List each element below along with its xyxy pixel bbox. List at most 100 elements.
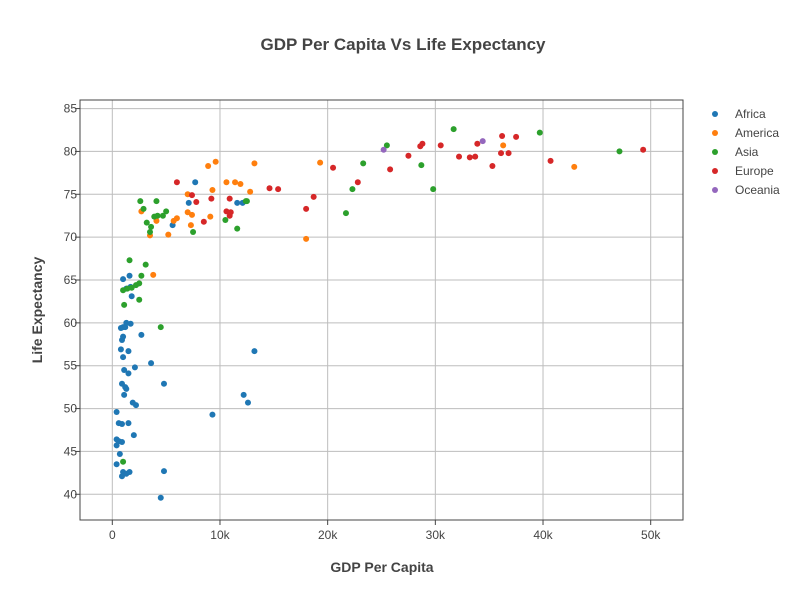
plot-area-frame xyxy=(79,99,684,521)
point-asia xyxy=(157,324,164,331)
point-asia xyxy=(190,229,197,235)
point-asia xyxy=(222,217,229,223)
point-america xyxy=(165,231,172,238)
y-axis-title: Life Expectancy xyxy=(29,256,45,363)
y-tick-label: 75 xyxy=(64,187,78,201)
point-europe xyxy=(405,152,412,159)
point-europe xyxy=(498,150,505,157)
x-tick-label: 20k xyxy=(318,528,338,542)
point-america xyxy=(303,235,310,242)
point-asia xyxy=(137,198,144,205)
point-africa xyxy=(148,360,155,367)
point-america xyxy=(223,179,230,186)
point-america xyxy=(188,211,195,218)
point-europe xyxy=(330,164,337,171)
point-europe xyxy=(200,218,207,225)
legend-marker-africa xyxy=(712,111,718,117)
point-europe xyxy=(437,142,444,149)
grid-lines xyxy=(75,100,683,525)
point-africa xyxy=(115,420,122,427)
point-asia xyxy=(418,162,425,169)
y-tick-label: 60 xyxy=(64,316,78,330)
point-asia xyxy=(138,272,145,279)
point-europe xyxy=(640,146,647,153)
point-asia xyxy=(450,126,457,133)
point-america xyxy=(500,142,507,149)
point-america xyxy=(150,271,157,278)
point-america xyxy=(184,209,191,216)
point-asia xyxy=(132,282,139,289)
point-europe xyxy=(499,133,506,139)
point-asia xyxy=(120,287,127,294)
point-america xyxy=(247,188,254,195)
point-africa xyxy=(120,354,127,361)
point-asia xyxy=(360,160,367,167)
point-asia xyxy=(243,198,250,205)
point-asia xyxy=(616,148,623,155)
point-europe xyxy=(456,153,463,160)
point-asia xyxy=(142,261,149,268)
point-europe xyxy=(547,157,554,164)
point-africa xyxy=(244,399,251,406)
point-america xyxy=(212,158,219,165)
point-america xyxy=(205,163,212,169)
legend-label-america: America xyxy=(735,126,779,140)
x-tick-label: 10k xyxy=(210,528,230,542)
point-america xyxy=(571,163,578,170)
point-africa xyxy=(129,399,136,406)
point-asia xyxy=(159,212,166,219)
y-tick-labels: 40 45 50 55 60 65 70 75 80 85 xyxy=(64,102,78,502)
point-africa xyxy=(185,199,192,206)
point-africa xyxy=(157,494,164,501)
point-africa xyxy=(113,442,120,449)
point-africa xyxy=(160,380,167,387)
y-tick-label: 50 xyxy=(64,402,78,416)
point-asia xyxy=(146,229,153,235)
point-africa xyxy=(130,432,137,439)
legend-marker-europe xyxy=(712,168,718,174)
point-africa xyxy=(127,320,134,327)
point-america xyxy=(237,181,244,187)
point-africa xyxy=(126,272,133,279)
point-africa xyxy=(113,461,120,468)
point-europe xyxy=(513,133,520,140)
point-asia xyxy=(342,210,349,217)
point-asia xyxy=(121,301,128,308)
point-america xyxy=(232,179,239,186)
point-europe xyxy=(354,179,361,186)
legend-label-africa: Africa xyxy=(735,107,766,121)
point-europe xyxy=(419,140,426,147)
point-europe xyxy=(173,179,180,186)
point-europe xyxy=(505,150,512,157)
legend-marker-oceania xyxy=(712,187,718,193)
point-europe xyxy=(472,153,479,160)
y-tick-label: 70 xyxy=(64,230,78,244)
legend-label-oceania: Oceania xyxy=(735,183,780,197)
point-america xyxy=(207,213,214,220)
point-africa xyxy=(240,391,247,398)
point-africa xyxy=(138,331,145,338)
point-africa xyxy=(128,293,135,300)
point-europe xyxy=(208,195,215,202)
point-asia xyxy=(536,129,543,136)
point-africa xyxy=(117,346,124,353)
legend-marker-america xyxy=(712,130,718,136)
point-africa xyxy=(113,409,120,415)
point-europe xyxy=(266,185,273,192)
point-africa xyxy=(118,439,125,445)
x-tick-labels: 0 10k 20k 30k 40k 50k xyxy=(109,528,661,542)
point-america xyxy=(251,160,258,167)
point-africa xyxy=(118,473,125,480)
y-tick-label: 40 xyxy=(64,487,78,501)
point-europe xyxy=(310,193,317,200)
point-asia xyxy=(143,219,150,226)
legend: Africa America Asia Europe Oceania xyxy=(712,107,780,197)
point-asia xyxy=(140,205,147,212)
point-america xyxy=(317,159,324,166)
point-europe xyxy=(188,192,195,199)
point-africa xyxy=(160,468,167,475)
point-africa xyxy=(234,199,241,206)
point-africa xyxy=(118,380,125,387)
point-asia xyxy=(120,458,127,465)
